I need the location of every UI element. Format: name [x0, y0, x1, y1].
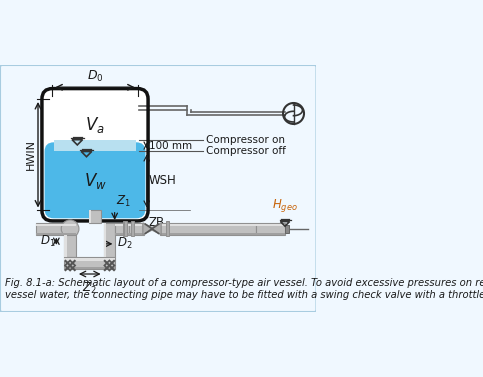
- Text: WSH: WSH: [149, 175, 176, 187]
- Text: 100 mm: 100 mm: [149, 141, 192, 150]
- Polygon shape: [143, 223, 161, 235]
- Bar: [89, 210, 91, 223]
- Text: Compressor off: Compressor off: [206, 147, 286, 156]
- Bar: [256, 223, 285, 235]
- Bar: [160, 223, 256, 235]
- Bar: [54, 140, 136, 152]
- Bar: [115, 223, 129, 235]
- Bar: [115, 224, 129, 227]
- Text: HWIN: HWIN: [26, 139, 35, 170]
- Text: $V_w$: $V_w$: [84, 171, 106, 191]
- Bar: [36, 223, 76, 235]
- Circle shape: [61, 220, 79, 238]
- Text: $V_a$: $V_a$: [85, 115, 105, 135]
- FancyBboxPatch shape: [44, 142, 145, 218]
- Bar: [103, 223, 115, 257]
- Text: $Z_1$: $Z_1$: [116, 194, 131, 209]
- FancyBboxPatch shape: [0, 65, 316, 312]
- Bar: [124, 221, 128, 236]
- Text: Compressor on: Compressor on: [206, 135, 285, 145]
- Text: $Z_2$: $Z_2$: [83, 280, 97, 296]
- Text: $D_0$: $D_0$: [86, 69, 103, 84]
- Text: $H_{geo}$: $H_{geo}$: [272, 197, 298, 214]
- Text: $D_1$: $D_1$: [40, 234, 55, 249]
- Bar: [36, 233, 76, 235]
- Bar: [103, 223, 106, 257]
- Bar: [36, 224, 76, 227]
- Bar: [64, 257, 115, 269]
- Text: $D_2$: $D_2$: [116, 236, 132, 251]
- Bar: [64, 235, 76, 257]
- FancyBboxPatch shape: [42, 89, 148, 221]
- Bar: [64, 258, 115, 261]
- Bar: [115, 233, 129, 235]
- Bar: [160, 224, 256, 227]
- Bar: [129, 224, 144, 227]
- Bar: [160, 233, 256, 235]
- Bar: [166, 221, 170, 236]
- Bar: [285, 225, 289, 233]
- Bar: [129, 223, 144, 235]
- Bar: [64, 267, 115, 269]
- Bar: [123, 221, 126, 236]
- Bar: [131, 221, 134, 236]
- Bar: [256, 233, 285, 235]
- Bar: [89, 210, 101, 223]
- Text: Fig. 8.1-a: Schematic layout of a compressor-type air vessel. To avoid excessive: Fig. 8.1-a: Schematic layout of a compre…: [5, 278, 483, 300]
- Bar: [64, 235, 67, 257]
- Bar: [256, 224, 285, 227]
- Text: ZB: ZB: [149, 216, 165, 229]
- Bar: [129, 233, 144, 235]
